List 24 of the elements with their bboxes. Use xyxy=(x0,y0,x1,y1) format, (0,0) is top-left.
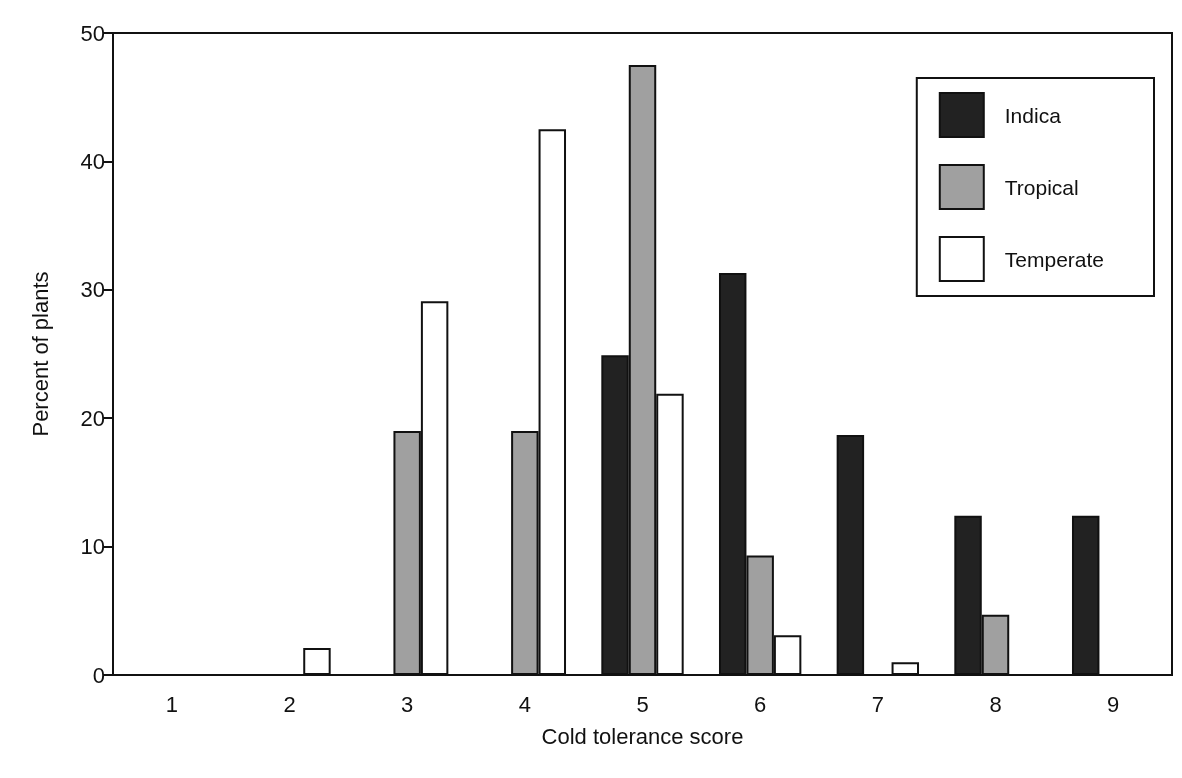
x-tick-label: 8 xyxy=(989,691,1002,717)
y-tick-label: 10 xyxy=(80,534,105,560)
y-tick-label: 20 xyxy=(80,405,105,431)
y-tick-label: 50 xyxy=(80,20,105,46)
y-tick-label: 30 xyxy=(80,277,105,303)
x-tick-label: 7 xyxy=(871,691,884,717)
bar xyxy=(303,648,331,675)
x-axis-title: Cold tolerance score xyxy=(541,723,744,749)
x-tick-label: 1 xyxy=(165,691,178,717)
y-axis-title: Percent of plants xyxy=(27,271,53,437)
bar xyxy=(836,434,865,675)
bar xyxy=(891,662,920,675)
x-tick-label: 5 xyxy=(636,691,649,717)
x-tick-label: 3 xyxy=(401,691,414,717)
x-tick-label: 2 xyxy=(283,691,296,717)
y-tick-label: 40 xyxy=(80,148,105,174)
legend-label: Temperate xyxy=(1004,247,1104,271)
x-tick-label: 9 xyxy=(1107,691,1120,717)
x-tick-label: 4 xyxy=(518,691,531,717)
bar xyxy=(1071,515,1100,675)
x-tick-label: 6 xyxy=(754,691,767,717)
legend-label: Indica xyxy=(1004,103,1062,127)
y-tick-label: 0 xyxy=(92,662,105,688)
legend-label: Tropical xyxy=(1004,175,1079,199)
